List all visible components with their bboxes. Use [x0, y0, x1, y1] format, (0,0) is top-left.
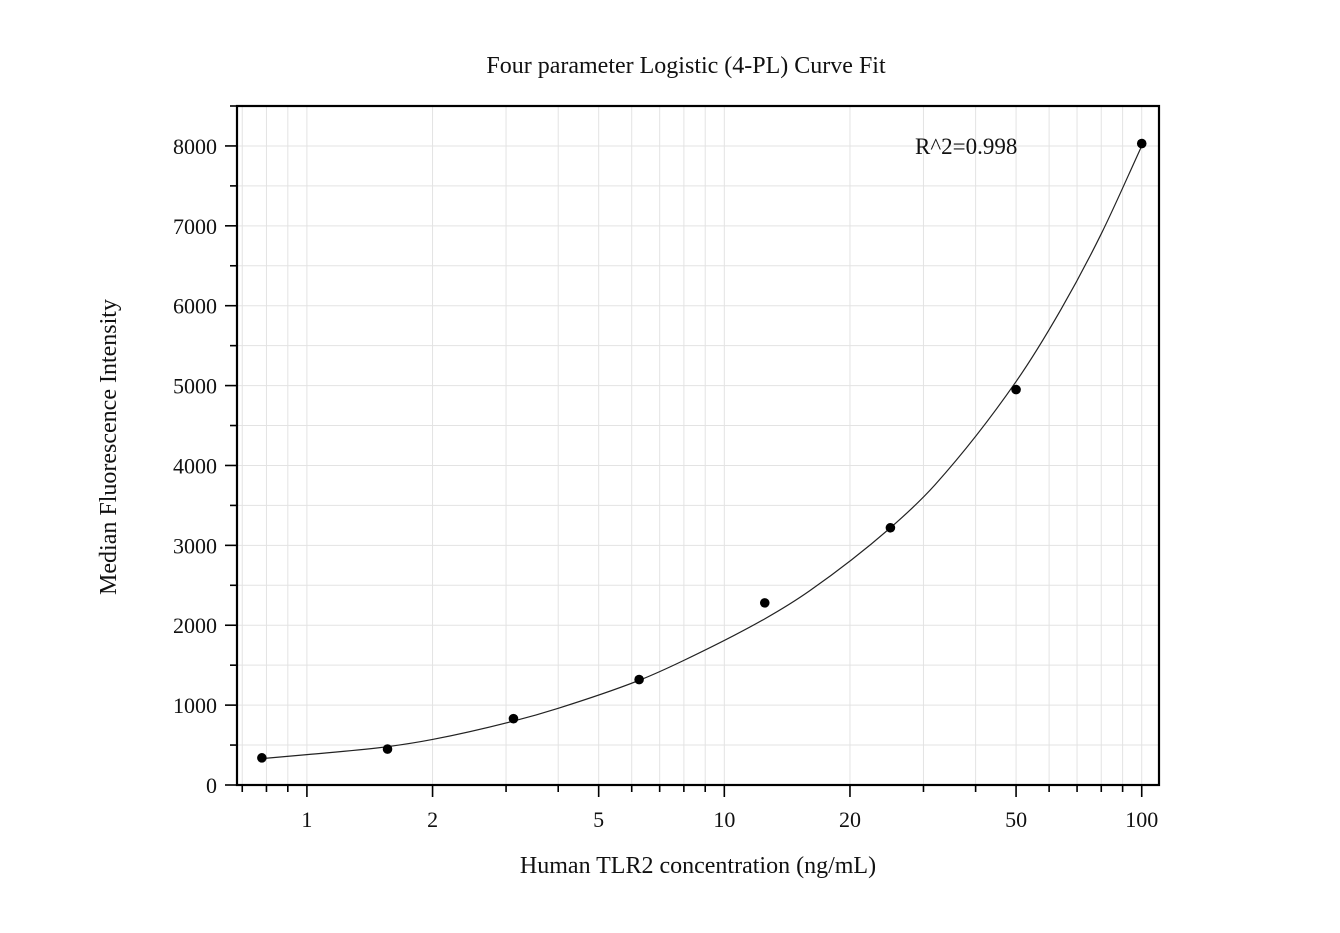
chart-title: Four parameter Logistic (4-PL) Curve Fit: [486, 53, 886, 79]
y-tick-label: 2000: [173, 613, 217, 638]
data-point: [1136, 138, 1147, 149]
x-tick-label: 1: [301, 807, 312, 832]
data-point: [1011, 384, 1021, 395]
y-tick-label: 3000: [173, 533, 217, 558]
data-point: [634, 674, 644, 685]
x-axis-title: Human TLR2 concentration (ng/mL): [520, 853, 876, 879]
x-tick-label: 5: [593, 807, 604, 832]
x-tick-label: 20: [839, 807, 861, 832]
y-tick-label: 0: [206, 773, 217, 798]
data-points: [257, 138, 1147, 763]
plot-frame: [235, 104, 1161, 787]
data-point: [257, 753, 267, 763]
fit-curve: [261, 145, 1143, 760]
x-tick-label: 50: [1005, 807, 1027, 832]
data-point: [885, 522, 896, 533]
data-point: [382, 744, 393, 754]
r-squared-annotation: R^2=0.998: [915, 134, 1017, 159]
y-tick-label: 5000: [173, 374, 217, 399]
y-tick-label: 6000: [173, 294, 217, 319]
y-tick-label: 1000: [173, 693, 217, 718]
y-tick-label: 4000: [173, 453, 217, 478]
y-axis: 0 1000 2000 3000 4000 5000 6000 7000 8000: [173, 105, 237, 798]
x-tick-label: 10: [713, 807, 735, 832]
grid-lines: [237, 106, 1159, 785]
x-tick-label: 100: [1125, 807, 1158, 832]
data-point: [759, 598, 770, 608]
y-tick-label: 8000: [173, 134, 217, 159]
x-axis: 1 2 5 10 20 50 100: [241, 785, 1158, 832]
x-tick-label: 2: [427, 807, 438, 832]
y-axis-title: Median Fluorescence Intensity: [96, 299, 122, 595]
data-point: [508, 713, 519, 724]
y-tick-label: 7000: [173, 214, 217, 239]
